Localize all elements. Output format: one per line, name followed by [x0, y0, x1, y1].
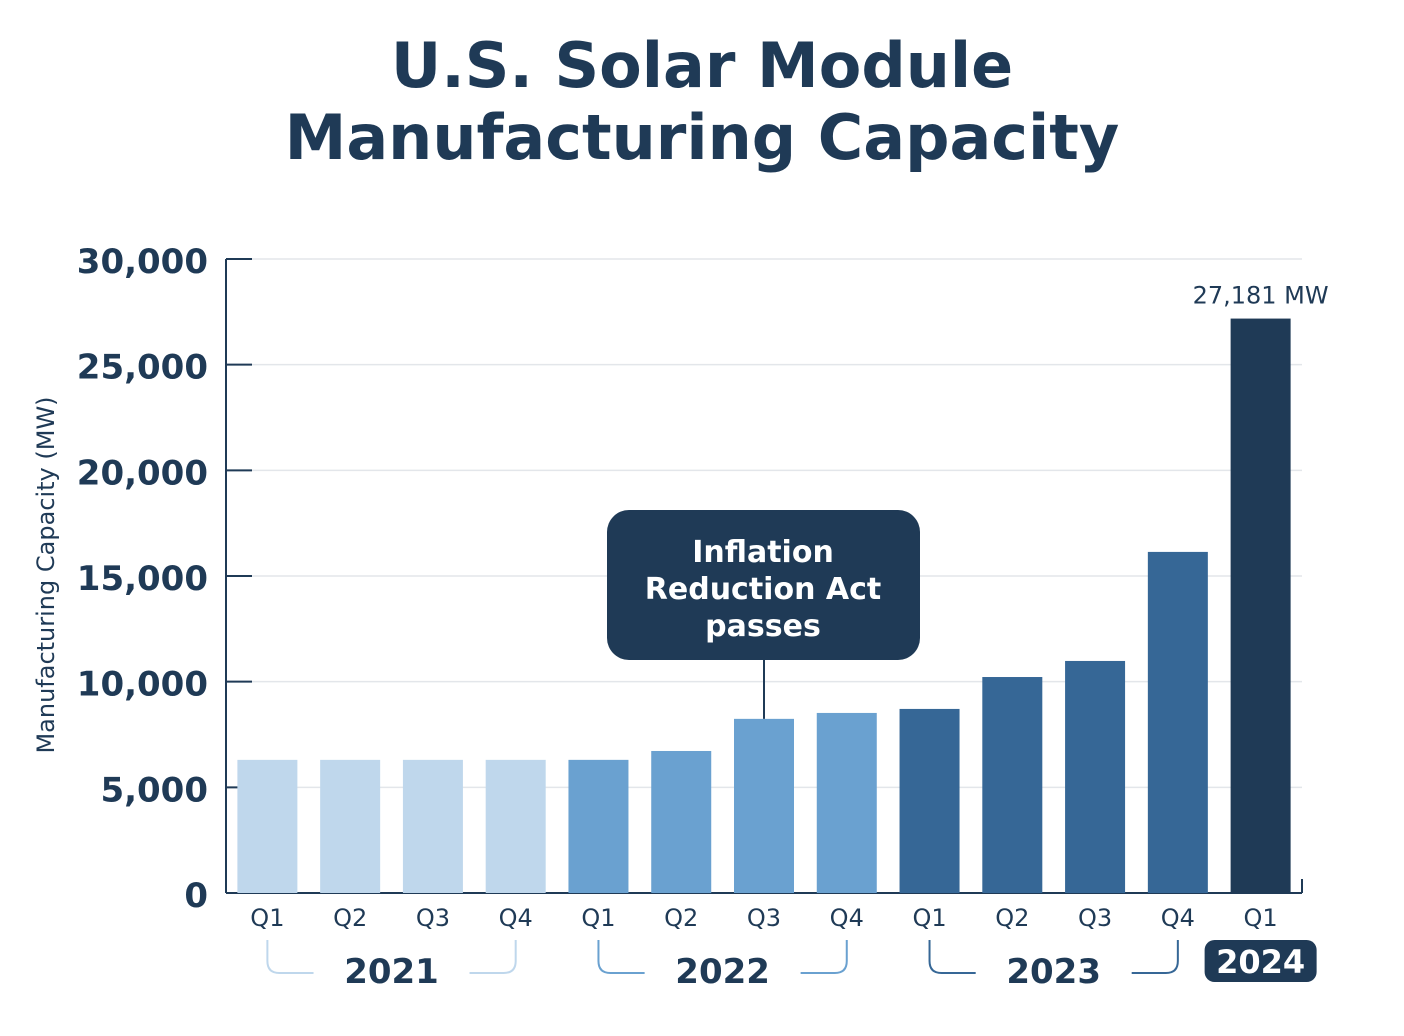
annotation-text: passes	[705, 609, 821, 644]
bar	[485, 759, 546, 893]
bar	[651, 750, 712, 893]
bar	[568, 759, 629, 893]
x-tick-label: Q2	[333, 904, 367, 932]
bar	[816, 712, 877, 893]
x-tick-label: Q2	[664, 904, 698, 932]
data-label: 27,181 MW	[1193, 282, 1329, 310]
title-line-2: Manufacturing Capacity	[284, 101, 1120, 174]
year-label: 2022	[675, 952, 770, 992]
x-tick-label: Q3	[747, 904, 781, 932]
x-tick-label: Q4	[499, 904, 533, 932]
y-tick-label: 5,000	[100, 770, 208, 810]
year-label: 2023	[1006, 952, 1101, 992]
y-axis-label: Manufacturing Capacity (MW)	[32, 396, 60, 753]
year-label: 2024	[1216, 943, 1305, 981]
x-tick-label: Q4	[830, 904, 864, 932]
year-bracket-right	[469, 940, 517, 974]
bar	[734, 718, 794, 893]
bar	[1065, 660, 1126, 893]
year-bracket-right	[1131, 940, 1179, 974]
year-bracket-left	[928, 940, 976, 974]
x-tick-label: Q1	[912, 904, 946, 932]
x-tick-label: Q1	[1244, 904, 1278, 932]
annotation-box	[607, 510, 920, 660]
bar	[402, 759, 463, 893]
y-tick-label: 0	[184, 876, 208, 916]
y-tick-label: 15,000	[77, 559, 208, 599]
year-bracket-left	[266, 940, 314, 974]
annotation-text: Reduction Act	[645, 572, 881, 607]
bar	[899, 708, 960, 893]
x-tick-label: Q1	[250, 904, 284, 932]
bar	[1147, 551, 1208, 893]
bar	[1230, 318, 1291, 894]
y-tick-label: 25,000	[77, 348, 208, 388]
year-bracket-right	[800, 940, 848, 974]
y-tick-label: 10,000	[77, 665, 208, 705]
annotation-text: Inflation	[692, 535, 834, 570]
bar	[982, 677, 1043, 893]
y-tick-label: 20,000	[77, 453, 208, 493]
year-badge	[1204, 940, 1317, 982]
x-tick-label: Q3	[1078, 904, 1112, 932]
bar	[320, 759, 381, 893]
bar	[237, 759, 298, 893]
x-tick-label: Q1	[581, 904, 615, 932]
y-tick-label: 30,000	[77, 242, 208, 282]
title-line-1: U.S. Solar Module	[390, 29, 1014, 102]
x-tick-label: Q4	[1161, 904, 1195, 932]
year-label: 2021	[344, 952, 439, 992]
chart-title: U.S. Solar Module Manufacturing Capacity	[0, 30, 1404, 174]
x-tick-label: Q3	[416, 904, 450, 932]
year-bracket-left	[597, 940, 645, 974]
x-tick-label: Q2	[995, 904, 1029, 932]
